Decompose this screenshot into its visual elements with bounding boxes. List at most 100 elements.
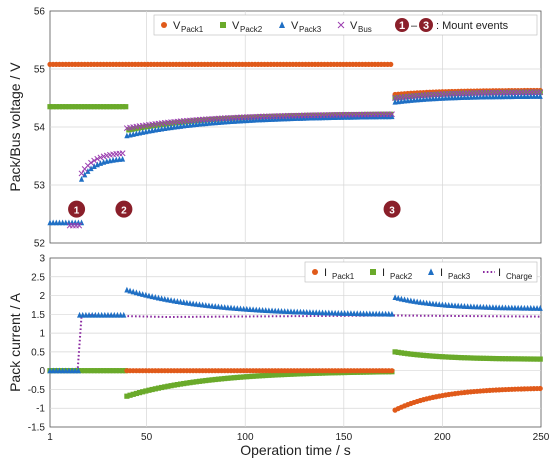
data-point-pack2 <box>101 104 107 110</box>
data-point-pack2 <box>212 376 218 383</box>
legend-event-label: 1 <box>399 20 405 32</box>
data-point-pack2 <box>280 113 287 119</box>
data-point-pack2 <box>127 392 133 398</box>
data-point-pack2 <box>181 380 187 387</box>
data-point-pack2 <box>401 350 408 356</box>
data-point-pack2 <box>133 390 139 397</box>
data-point-pack2 <box>468 355 474 361</box>
data-point-pack2 <box>293 113 299 119</box>
data-point-pack3 <box>168 297 174 303</box>
data-point-pack2 <box>104 368 110 374</box>
data-point-pack2 <box>290 113 296 119</box>
data-point-bus <box>78 170 85 177</box>
data-point-pack3 <box>436 301 442 308</box>
legend-swatch <box>220 22 226 28</box>
legend-swatch <box>279 21 285 28</box>
data-point-pack3 <box>143 291 149 298</box>
x-tick-label: 1 <box>47 432 53 443</box>
data-point-pack1 <box>388 61 394 67</box>
data-point-pack2 <box>263 372 269 379</box>
data-point-pack2 <box>165 383 171 389</box>
mount-event-label: 2 <box>121 205 127 216</box>
data-point-pack3 <box>124 286 130 293</box>
data-point-pack3 <box>149 293 155 300</box>
y-tick-label: 53 <box>34 181 46 192</box>
mount-event-marker <box>383 200 401 218</box>
x-tick-label: 200 <box>434 432 451 443</box>
data-point-pack2 <box>63 104 69 110</box>
data-point-pack2 <box>417 352 423 358</box>
data-point-pack3 <box>449 302 455 309</box>
y-tick-label: 55 <box>34 65 46 76</box>
data-point-pack2 <box>53 104 59 110</box>
data-point-pack2 <box>306 112 312 119</box>
data-point-pack3 <box>408 297 414 304</box>
data-point-pack2 <box>222 375 228 382</box>
data-point-pack3 <box>244 305 250 312</box>
data-point-pack2 <box>278 372 285 378</box>
data-point-pack3 <box>247 306 253 312</box>
x-tick-label: 100 <box>237 432 254 443</box>
legend-swatch <box>312 269 318 275</box>
data-point-bus <box>94 155 101 162</box>
data-point-pack2 <box>433 353 439 359</box>
legend-label-main: V <box>173 20 181 32</box>
data-point-pack2 <box>72 104 78 110</box>
legend-swatch <box>370 269 376 275</box>
data-point-pack2 <box>477 355 483 361</box>
data-point-pack2 <box>246 114 252 120</box>
legend-label-sub: Pack2 <box>240 25 263 34</box>
data-point-pack2 <box>75 104 81 110</box>
data-point-pack2 <box>512 356 518 362</box>
data-point-pack2 <box>366 111 372 118</box>
data-point-pack2 <box>521 356 528 362</box>
series-pack3 <box>47 286 543 374</box>
data-point-pack2 <box>66 104 72 110</box>
data-point-pack2 <box>56 104 63 110</box>
mount-event-label: 1 <box>74 205 80 216</box>
data-point-pack3 <box>427 300 433 307</box>
data-point-pack3 <box>165 296 171 303</box>
data-point-pack2 <box>200 378 206 384</box>
data-point-pack2 <box>234 374 240 381</box>
data-point-pack2 <box>307 370 313 377</box>
data-point-pack2 <box>334 112 340 118</box>
data-point-pack2 <box>91 104 97 110</box>
data-point-pack3 <box>420 299 427 306</box>
data-point-pack2 <box>420 352 427 358</box>
data-point-pack2 <box>537 356 543 362</box>
data-point-pack2 <box>515 356 521 362</box>
data-point-pack2 <box>244 374 250 380</box>
legend-label-sub: Charge <box>506 272 533 281</box>
data-point-pack3 <box>190 300 196 307</box>
data-point-pack3 <box>140 291 146 297</box>
data-point-bus <box>97 154 104 161</box>
data-point-pack3 <box>206 302 212 309</box>
mount-event-label: 3 <box>389 205 395 216</box>
data-point-pack2 <box>375 111 381 117</box>
data-point-pack2 <box>271 113 277 119</box>
y-axis-label: Pack current / A <box>7 292 23 391</box>
data-point-pack3 <box>222 304 228 310</box>
x-tick-label: 50 <box>141 432 153 443</box>
data-point-pack2 <box>255 114 261 120</box>
data-point-pack2 <box>356 111 362 118</box>
data-point-pack2 <box>487 355 493 362</box>
data-point-pack2 <box>381 111 388 117</box>
data-point-pack2 <box>94 368 100 374</box>
data-point-pack2 <box>143 388 149 394</box>
data-point-pack3 <box>225 304 231 311</box>
data-point-pack2 <box>424 353 430 359</box>
data-point-pack2 <box>119 104 126 110</box>
data-point-pack2 <box>299 112 306 119</box>
data-point-pack3 <box>231 304 237 311</box>
data-point-pack2 <box>285 371 291 377</box>
data-point-pack3 <box>401 296 408 303</box>
data-point-bus <box>537 89 544 96</box>
plot-area <box>49 257 542 428</box>
data-point-pack2 <box>474 355 480 361</box>
data-point-pack3 <box>439 301 446 308</box>
legend-event-label: 3 <box>423 20 429 32</box>
data-point-pack2 <box>69 104 75 110</box>
data-point-pack2 <box>384 111 391 117</box>
